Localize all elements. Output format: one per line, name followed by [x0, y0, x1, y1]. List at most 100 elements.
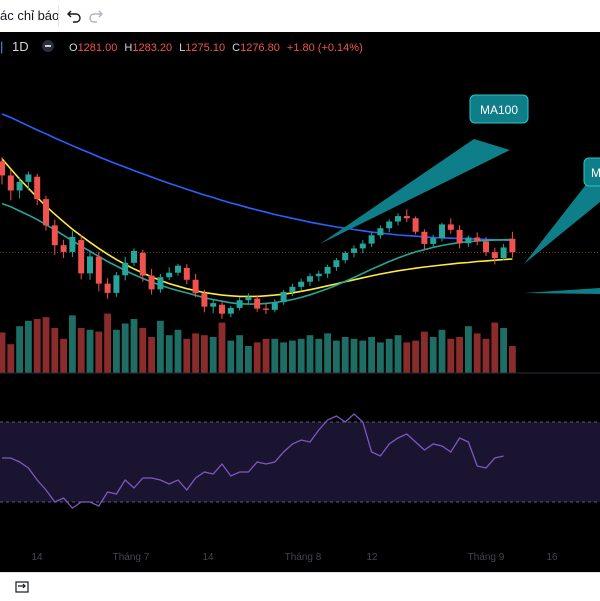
candle-body — [113, 275, 120, 293]
ma100-callout-box — [469, 94, 529, 124]
volume-bar — [60, 338, 67, 373]
indicators-button[interactable]: ác chỉ báo — [0, 8, 60, 23]
ohlc-legend: | 1D O1281.00 H1283.20 L1275.10 C1276.80… — [0, 39, 363, 54]
candle-body — [95, 256, 102, 284]
volume-bar — [271, 338, 279, 373]
time-axis-tick: Tháng 9 — [468, 552, 505, 563]
undo-icon — [67, 10, 81, 23]
volume-bar — [227, 340, 235, 373]
volume-bar — [104, 313, 111, 373]
candle-body — [7, 175, 14, 191]
candle-body — [104, 283, 111, 293]
candle-body — [263, 308, 269, 310]
volume-bar — [183, 338, 191, 373]
volume-bar — [456, 337, 463, 373]
candle-body — [245, 296, 252, 301]
candle-body — [351, 248, 357, 253]
candle-body — [34, 176, 41, 200]
volume-bar — [174, 329, 182, 373]
candle-body — [139, 252, 146, 276]
volume-bar — [315, 338, 323, 373]
volume-bar — [377, 342, 384, 373]
c-label: C — [232, 42, 240, 54]
volume-bar — [359, 340, 367, 373]
candle-body — [386, 221, 393, 229]
ma-callouts: MA100 M — [320, 94, 600, 294]
candle-body — [254, 298, 261, 309]
bottom-toolbar — [0, 572, 600, 601]
volume-bar — [245, 346, 252, 373]
volume-bar — [0, 332, 6, 373]
volume-bar — [482, 338, 490, 373]
volume-bar — [421, 331, 428, 373]
volume-bar — [429, 337, 437, 373]
candle-body — [377, 228, 384, 236]
interval-label[interactable]: 1D — [12, 39, 29, 54]
c-value: 1276.80 — [240, 42, 280, 54]
compare-icon — [15, 581, 29, 593]
volume-bar — [350, 338, 358, 373]
time-axis-tick: Tháng 8 — [285, 552, 322, 563]
candle-body — [227, 307, 234, 314]
volume-bar — [447, 338, 455, 373]
volume-bar — [403, 342, 411, 373]
candle-body — [412, 218, 419, 232]
top-toolbar: ác chỉ báo — [0, 0, 600, 33]
ma-callout-box — [583, 157, 600, 187]
volume-bar — [368, 337, 375, 373]
o-value: 1281.00 — [78, 42, 118, 54]
candle-body — [491, 252, 498, 258]
volume-bar — [148, 337, 155, 373]
volume-bar — [333, 340, 340, 373]
candle-body — [148, 275, 155, 290]
volume-bar — [509, 346, 516, 373]
candle-body — [509, 238, 516, 253]
candle-body — [342, 252, 349, 261]
candle-body — [447, 224, 454, 230]
volume-bar — [42, 317, 50, 373]
candle-body — [25, 174, 32, 182]
candle-body — [368, 235, 375, 244]
candle-body — [395, 216, 401, 222]
replay-button[interactable] — [10, 575, 34, 599]
volume-bar — [412, 340, 419, 373]
legend-toggle-icon — [45, 45, 51, 47]
volume-bar — [69, 315, 76, 373]
toolbar-divider — [58, 6, 59, 26]
volume-bar — [218, 322, 226, 373]
candle-body — [359, 243, 366, 249]
candle-body — [16, 181, 23, 191]
time-axis-tick: Tháng 7 — [113, 552, 150, 563]
candle-body — [192, 279, 199, 294]
rsi-line — [2, 413, 504, 509]
volume-bar — [157, 320, 164, 373]
rsi-pane — [0, 413, 600, 509]
price-chart[interactable]: MA100 M | 1D O1281.00 H1283.20 L1275.10 … — [0, 32, 600, 572]
volume-bar — [438, 329, 446, 373]
ma-callout-pointer-2 — [524, 288, 600, 294]
candle-body — [289, 286, 296, 292]
ma100-callout-label: MA100 — [480, 103, 518, 117]
candle-body — [271, 302, 278, 310]
legend-fragment: | — [0, 39, 3, 54]
chart-area[interactable]: MA100 M | 1D O1281.00 H1283.20 L1275.10 … — [0, 32, 600, 572]
redo-button[interactable] — [84, 4, 108, 28]
candle-body — [439, 224, 445, 239]
candle-body — [69, 236, 76, 252]
volume-bar — [165, 335, 173, 373]
volume-bar — [491, 322, 499, 373]
main-pane — [0, 113, 600, 373]
rsi-band-fill — [0, 422, 600, 502]
time-axis[interactable]: 14 Tháng 7 14 Tháng 8 12 Tháng 9 16 — [31, 552, 558, 563]
candle-body — [298, 281, 305, 287]
change-value: +1.80 (+0.14%) — [287, 42, 363, 54]
undo-button[interactable] — [62, 4, 86, 28]
l-value: 1275.10 — [185, 42, 225, 54]
candle-body — [403, 216, 410, 219]
volume-bar — [121, 323, 129, 373]
h-value: 1283.20 — [132, 42, 172, 54]
ma-callout-label: M — [591, 166, 600, 180]
candle-body — [307, 276, 313, 282]
volume-bar — [7, 344, 15, 373]
candle-body — [166, 272, 173, 278]
